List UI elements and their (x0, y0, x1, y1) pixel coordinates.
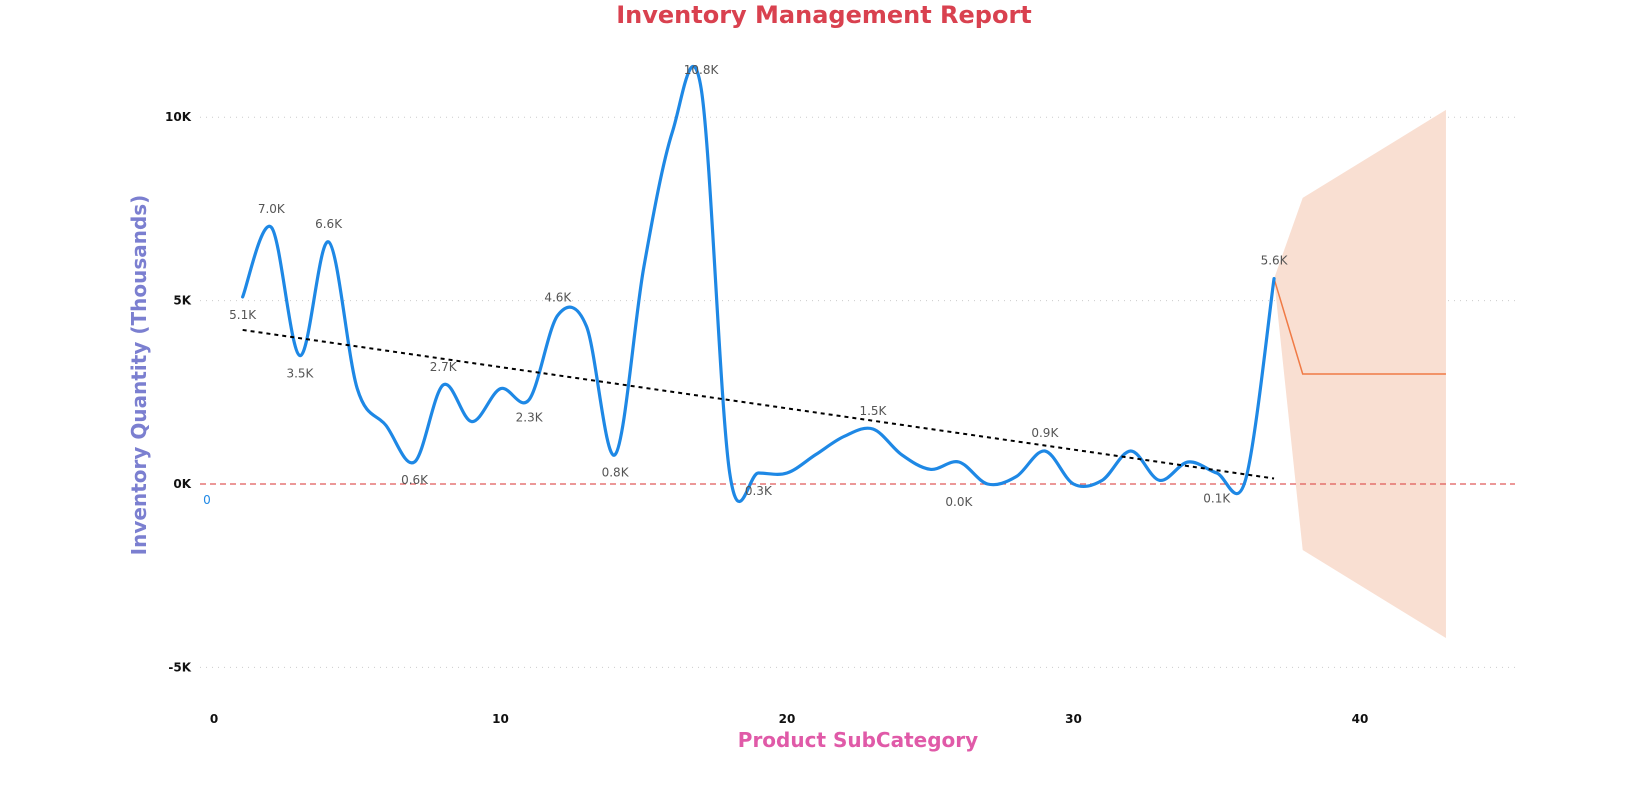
y-axis-title: Inventory Quantity (Thousands) (127, 195, 151, 556)
data-label: 2.7K (430, 360, 458, 374)
y-tick-label: 10K (165, 110, 192, 124)
data-label: 0.9K (1031, 426, 1059, 440)
x-tick-label: 20 (779, 712, 796, 726)
x-tick-label: 10 (492, 712, 509, 726)
data-label: 0.8K (602, 466, 630, 480)
data-label: 3.5K (286, 367, 314, 381)
chart-title: Inventory Management Report (616, 1, 1032, 29)
x-axis-ticks: 0 10 20 30 40 (210, 712, 1369, 726)
x-tick-label: 30 (1065, 712, 1082, 726)
trend-layer (242, 328, 1275, 480)
data-label: 4.6K (544, 290, 572, 304)
data-label: 7.0K (258, 202, 286, 216)
data-label: 5.1K (229, 308, 257, 322)
data-label: 2.3K (516, 411, 544, 425)
forecast-layer (1273, 109, 1446, 639)
data-label: 0.1K (1203, 491, 1231, 505)
data-label: 10.8K (684, 63, 720, 77)
data-label: 1.5K (859, 404, 887, 418)
x-tick-label: 40 (1352, 712, 1369, 726)
x-axis-title: Product SubCategory (738, 728, 978, 752)
data-label: 0.3K (745, 484, 773, 498)
y-tick-label: -5K (168, 660, 191, 674)
x-tick-label: 0 (210, 712, 218, 726)
y-tick-label: 0K (173, 477, 191, 491)
zero-reference-label: 0 (203, 493, 211, 507)
trend-line (242, 328, 1275, 480)
data-label: 0.6K (401, 473, 429, 487)
data-label: 0.0K (945, 495, 973, 509)
y-tick-label: 5K (173, 294, 191, 308)
data-label: 5.6K (1261, 254, 1289, 268)
data-label: 6.6K (315, 217, 343, 231)
reference-line-layer: 0 (200, 483, 1515, 507)
data-labels: 5.1K 7.0K 3.5K 6.6K 0.6K 2.7K 2.3K 4.6K 0.8K 10.8… (229, 63, 1288, 509)
forecast-line (1273, 278, 1446, 375)
inventory-series-line (241, 65, 1276, 504)
series-layer (241, 65, 1276, 504)
y-axis-ticks: -5K 0K 5K 10K (165, 110, 192, 674)
